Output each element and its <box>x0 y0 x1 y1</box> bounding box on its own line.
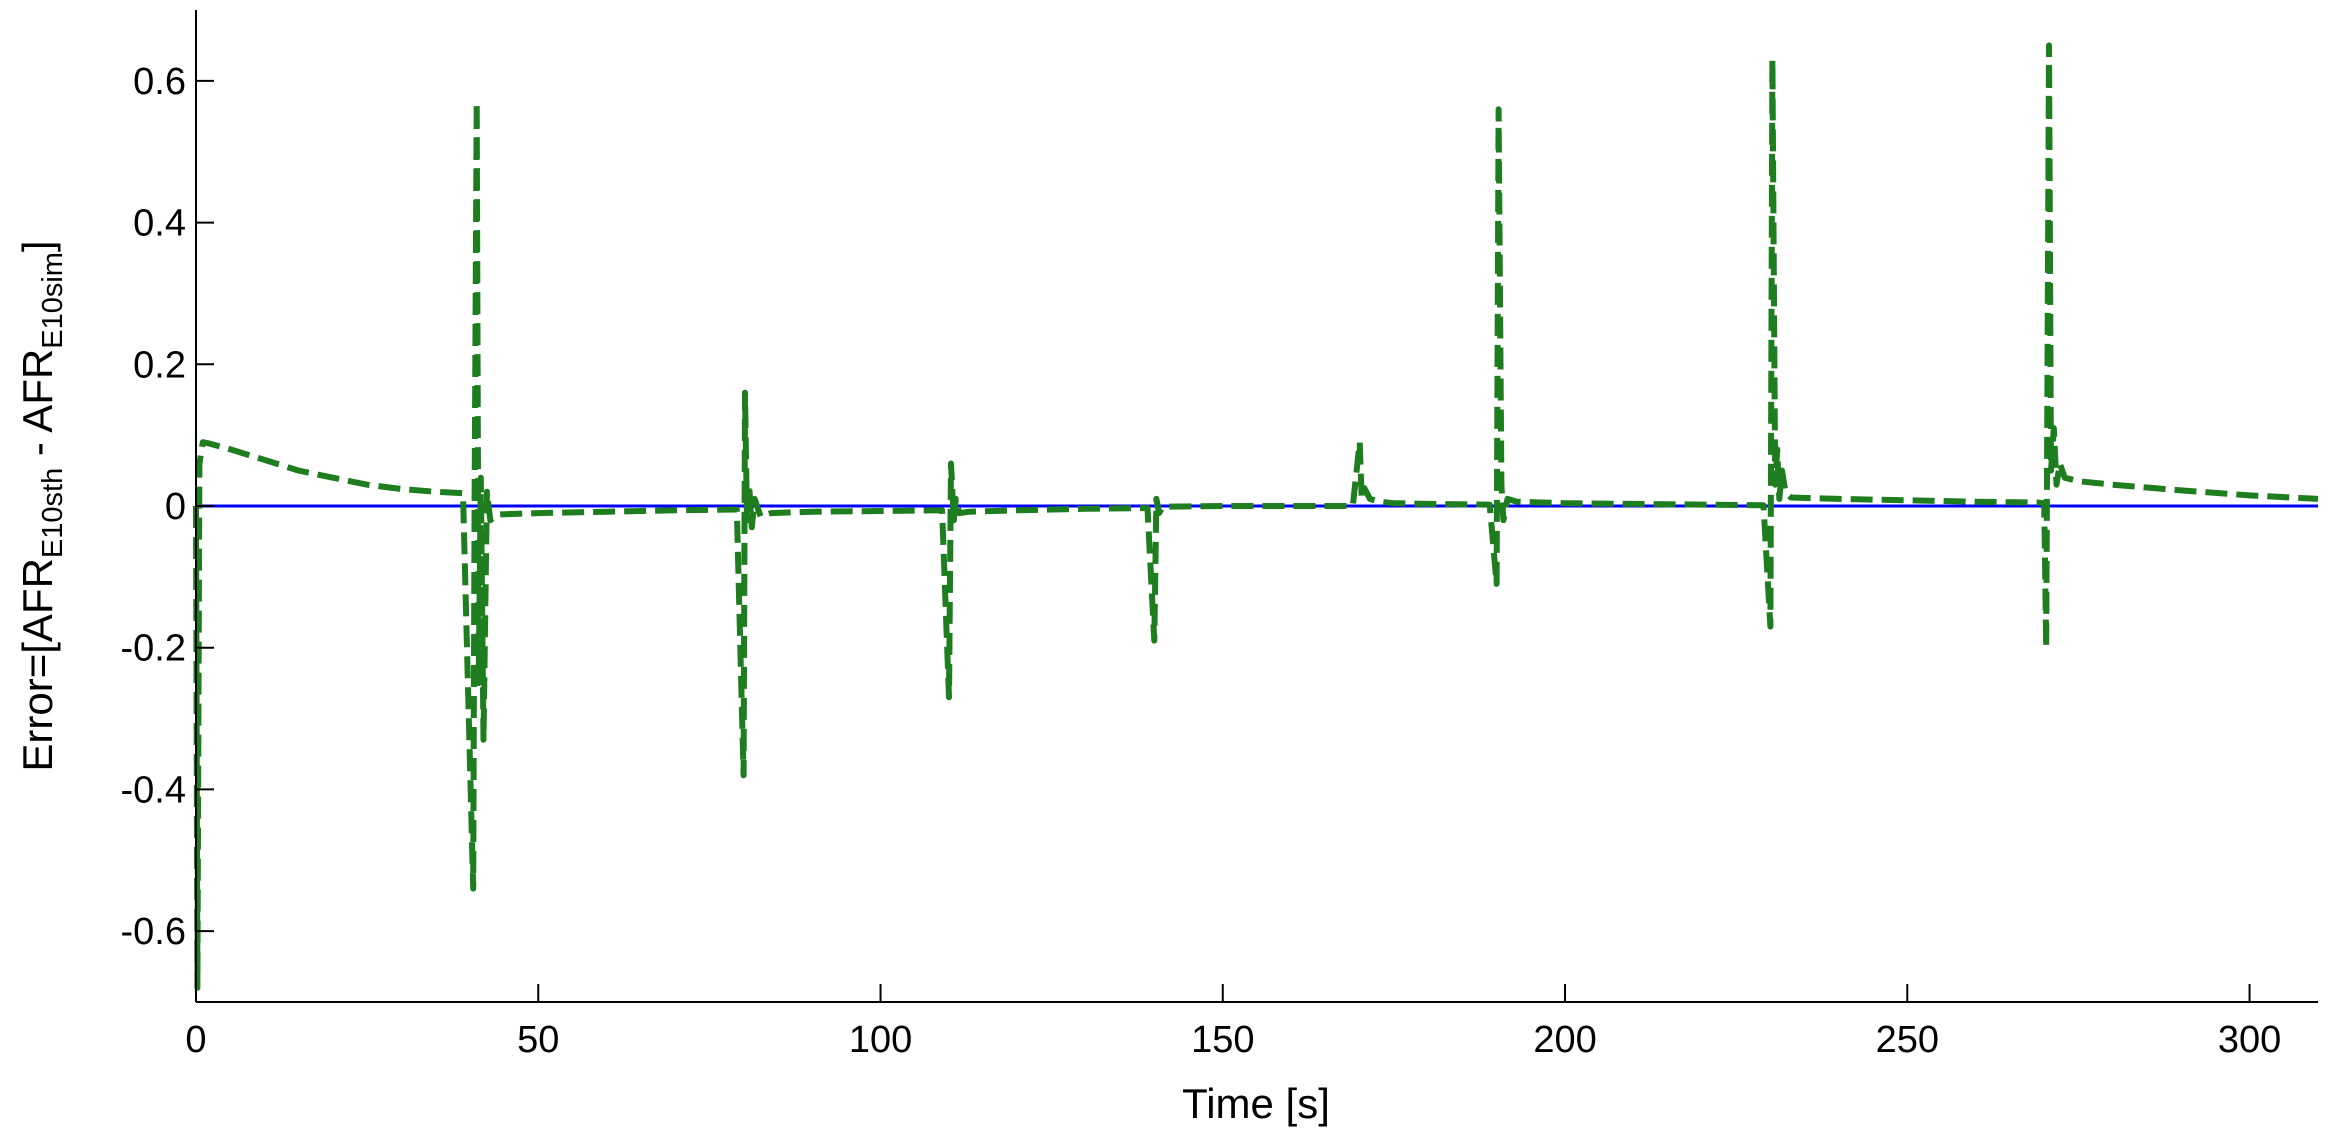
x-tick-label: 100 <box>849 1019 912 1061</box>
x-axis-label: Time [s] <box>1182 1080 1330 1127</box>
x-tick-label: 150 <box>1191 1019 1254 1061</box>
y-axis-label-sub2: E10sim <box>37 252 69 349</box>
x-tick-label: 250 <box>1876 1019 1939 1061</box>
y-tick-label: 0 <box>165 486 186 528</box>
y-tick-label: 0.6 <box>133 61 186 103</box>
x-tick-label: 200 <box>1533 1019 1596 1061</box>
y-tick-label: -0.2 <box>121 628 186 670</box>
y-tick-label: -0.4 <box>121 769 186 811</box>
y-axis-label-sub1: E10sth <box>37 468 69 558</box>
y-axis-label-suffix: ] <box>14 240 61 252</box>
y-tick-label: 0.2 <box>133 344 186 386</box>
y-axis-label: Error=[AFRE10sth - AFRE10sim] <box>14 240 69 771</box>
y-tick-label: -0.6 <box>121 911 186 953</box>
series-line-1 <box>193 42 2319 991</box>
y-tick-label: 0.4 <box>133 203 186 245</box>
x-tick-label: 0 <box>185 1019 206 1061</box>
x-tick-label: 300 <box>2218 1019 2281 1061</box>
x-tick-label: 50 <box>517 1019 559 1061</box>
y-axis-label-prefix: Error=[AFR <box>14 558 61 772</box>
y-axis-label-middle: - AFR <box>14 349 61 468</box>
plot-marks <box>193 42 2319 991</box>
ticks: 0 50 100 150 200 250 300 -0.6 -0.4 -0.2 0 0.2 0.4 0.6 <box>121 61 2282 1061</box>
